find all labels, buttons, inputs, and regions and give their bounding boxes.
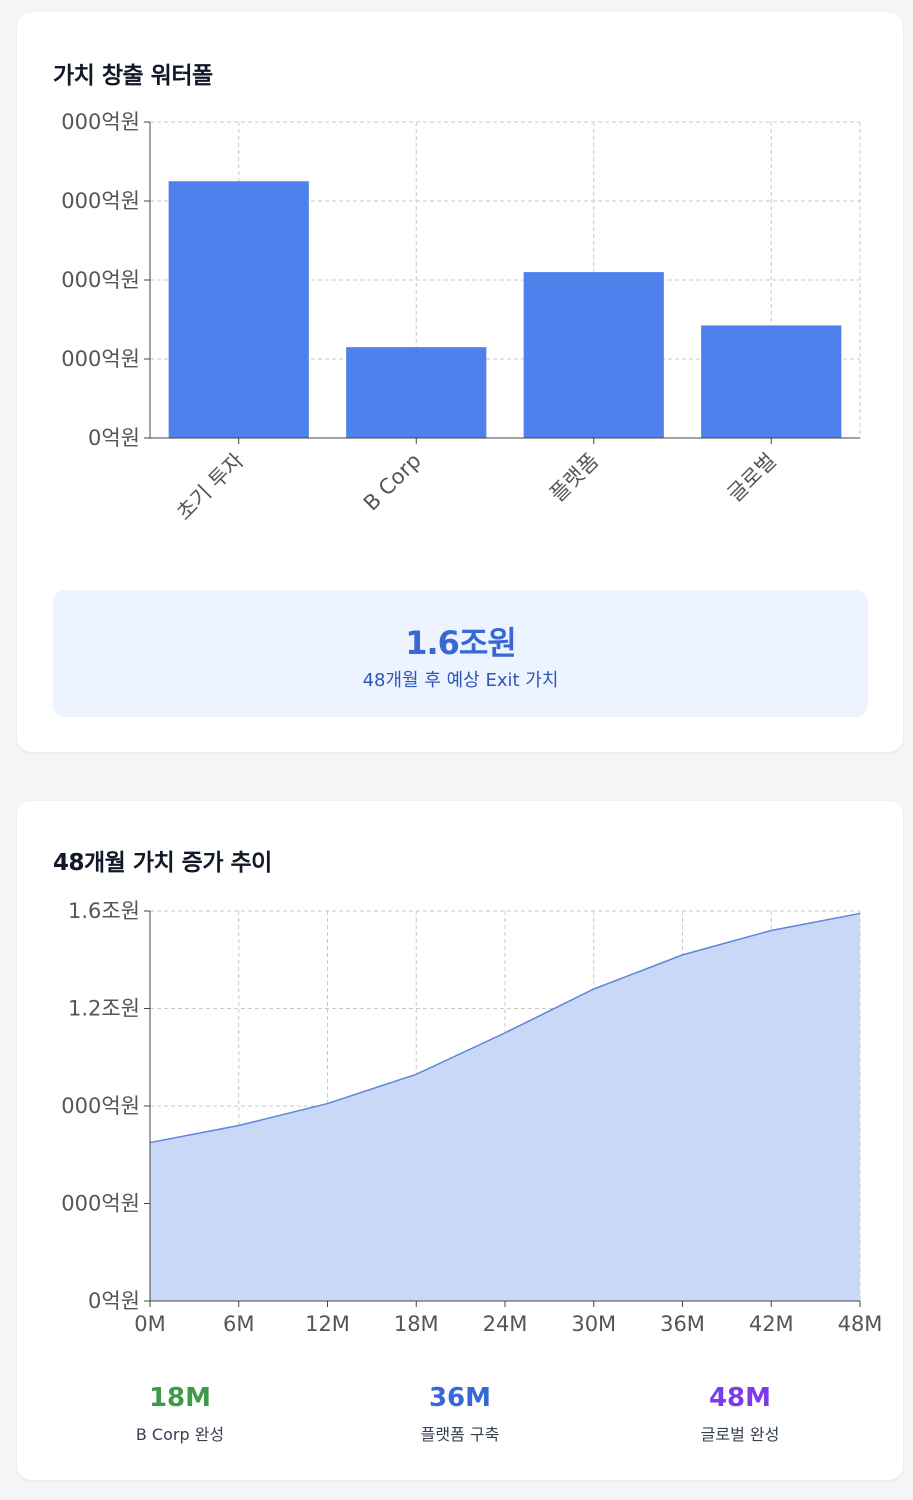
x-tick-label: 42M bbox=[749, 1312, 794, 1336]
y-tick-label: 000억원 bbox=[61, 1094, 140, 1118]
milestone-month: 36M bbox=[428, 1383, 492, 1413]
milestone-label: B Corp 완성 bbox=[135, 1425, 225, 1444]
milestone-month: 18M bbox=[148, 1383, 212, 1413]
milestone-b-corp: 18M B Corp 완성 bbox=[80, 1383, 280, 1445]
x-tick-label: 글로벌 bbox=[723, 449, 781, 507]
milestone-month: 48M bbox=[708, 1383, 772, 1413]
area-fill bbox=[150, 913, 860, 1301]
y-tick-label: 000억원 bbox=[61, 189, 140, 213]
y-tick-label: 1.6조원 bbox=[68, 899, 140, 923]
x-tick-label: 초기 투자 bbox=[172, 449, 248, 525]
growth-title: 48개월 가치 증가 추이 bbox=[53, 850, 272, 876]
x-tick-label: 12M bbox=[305, 1312, 350, 1336]
value-growth-card: 48개월 가치 증가 추이 0억원 000억원 000억원 1.2조원 1.6조원 0M 6… bbox=[17, 801, 903, 1480]
x-tick-label: 플랫폼 bbox=[545, 449, 603, 507]
x-tick-label: B Corp bbox=[359, 449, 426, 516]
x-tick-label: 48M bbox=[838, 1312, 883, 1336]
x-tick-label: 36M bbox=[660, 1312, 705, 1336]
y-tick-label: 000억원 bbox=[61, 110, 140, 134]
bar bbox=[701, 325, 842, 438]
milestone-platform: 36M 플랫폼 구축 bbox=[360, 1383, 560, 1445]
y-tick-label: 0억원 bbox=[88, 426, 140, 450]
exit-value-summary: 1.6조원 48개월 후 예상 Exit 가치 bbox=[53, 590, 868, 717]
bar bbox=[523, 272, 664, 438]
bar bbox=[346, 347, 487, 438]
exit-value-label: 48개월 후 예상 Exit 가치 bbox=[362, 670, 559, 691]
y-tick-label: 1.2조원 bbox=[68, 997, 140, 1021]
y-tick-label: 000억원 bbox=[61, 268, 140, 292]
milestone-label: 플랫폼 구축 bbox=[420, 1425, 500, 1444]
waterfall-title: 가치 창출 워터폴 bbox=[53, 63, 213, 89]
x-tick-label: 0M bbox=[134, 1312, 165, 1336]
x-tick-label: 24M bbox=[483, 1312, 528, 1336]
bar bbox=[168, 181, 309, 438]
milestone-label: 글로벌 완성 bbox=[700, 1425, 780, 1444]
y-tick-label: 0억원 bbox=[88, 1289, 140, 1313]
x-tick-label: 18M bbox=[394, 1312, 439, 1336]
y-tick-label: 000억원 bbox=[61, 1192, 140, 1216]
y-tick-label: 000억원 bbox=[61, 347, 140, 371]
milestone-global: 48M 글로벌 완성 bbox=[640, 1383, 840, 1445]
growth-area-chart: 0억원 000억원 000억원 1.2조원 1.6조원 0M 6M 12M 18M 24M 30M 3… bbox=[61, 899, 883, 1336]
x-tick-label: 30M bbox=[571, 1312, 616, 1336]
exit-value: 1.6조원 bbox=[405, 624, 517, 662]
x-tick-label: 6M bbox=[223, 1312, 254, 1336]
